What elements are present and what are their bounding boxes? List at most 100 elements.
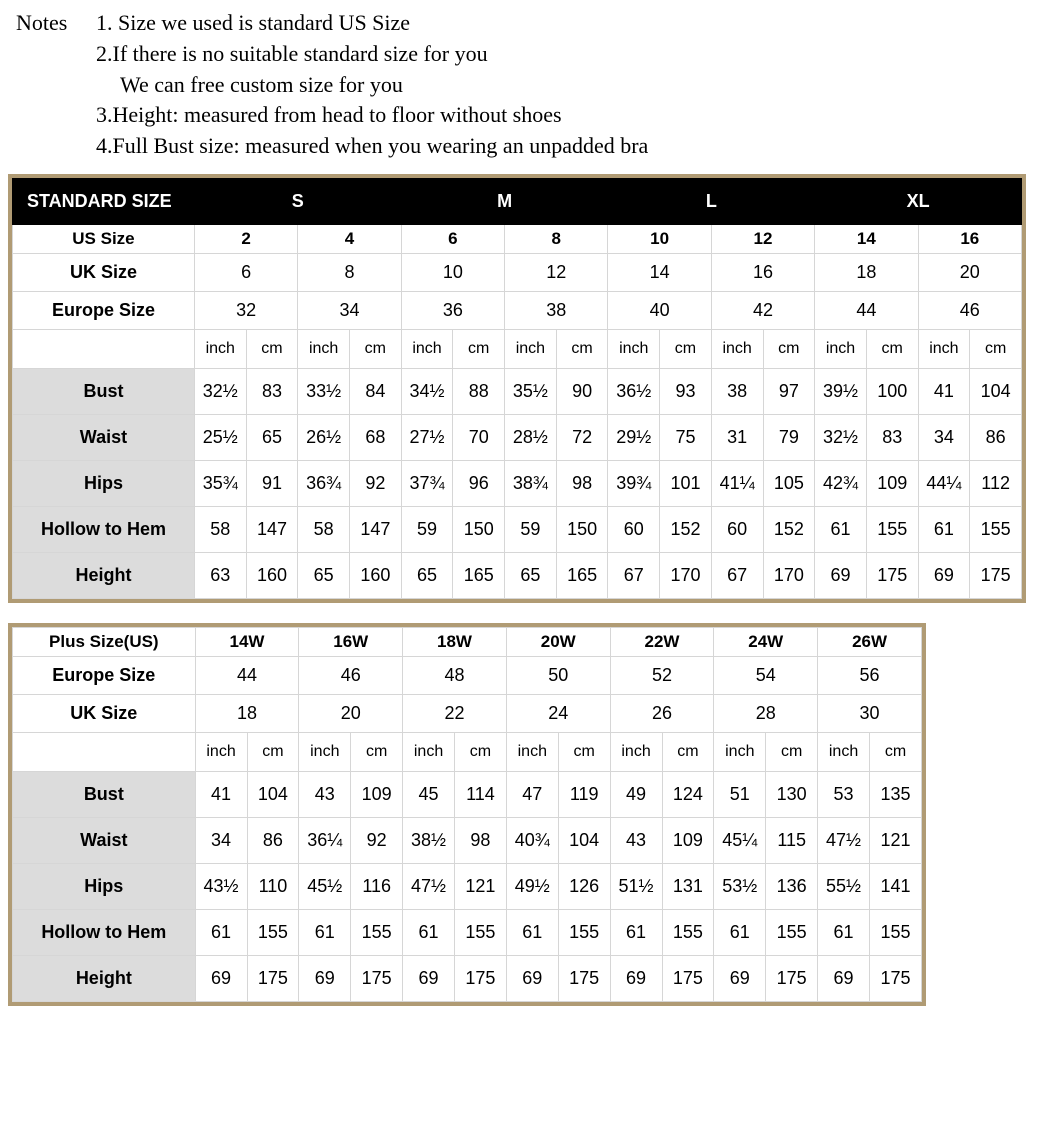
measurement-value: 100 (866, 368, 918, 414)
measurement-row: Hollow to Hem611556115561155611556115561… (13, 909, 922, 955)
uk-size-cell: 18 (815, 253, 918, 291)
measurement-value: 35½ (505, 368, 557, 414)
us-size-cell: 4 (298, 224, 401, 253)
measurement-value: 37¾ (401, 460, 453, 506)
measurement-label: Hollow to Hem (13, 506, 195, 552)
measurement-value: 45¼ (714, 817, 766, 863)
measurement-value: 43 (299, 771, 351, 817)
measurement-value: 33½ (298, 368, 350, 414)
measurement-row: Waist348636¼9238½9840¾1044310945¼11547½1… (13, 817, 922, 863)
measurement-value: 27½ (401, 414, 453, 460)
unit-cm: cm (662, 732, 714, 771)
size-group-s: S (194, 178, 401, 224)
notes-text-4: 4.Full Bust size: measured when you wear… (96, 131, 1036, 162)
measurement-value: 39½ (815, 368, 867, 414)
measurement-value: 47½ (403, 863, 455, 909)
measurement-value: 38¾ (505, 460, 557, 506)
size-group-m: M (401, 178, 608, 224)
measurement-value: 39¾ (608, 460, 660, 506)
plus-uk-cell: 30 (818, 694, 922, 732)
unit-inch: inch (194, 329, 246, 368)
measurement-value: 34 (195, 817, 247, 863)
measurement-value: 98 (455, 817, 507, 863)
unit-inch: inch (195, 732, 247, 771)
measurement-value: 104 (558, 817, 610, 863)
measurement-label: Height (13, 955, 196, 1001)
measurement-value: 135 (870, 771, 922, 817)
measurement-value: 152 (763, 506, 815, 552)
uk-size-cell: 20 (918, 253, 1021, 291)
measurement-value: 41 (195, 771, 247, 817)
measurement-value: 165 (453, 552, 505, 598)
measurement-value: 93 (660, 368, 712, 414)
plus-us-cell: 24W (714, 627, 818, 656)
notes-text-3: 3.Height: measured from head to floor wi… (96, 100, 1036, 131)
measurement-value: 69 (403, 955, 455, 1001)
notes-line-1: Notes 1. Size we used is standard US Siz… (16, 8, 1036, 39)
measurement-value: 84 (350, 368, 402, 414)
unit-cm: cm (351, 732, 403, 771)
measurement-value: 69 (506, 955, 558, 1001)
plus-uk-cell: 18 (195, 694, 299, 732)
measurement-value: 86 (247, 817, 299, 863)
eu-size-cell: 42 (711, 291, 814, 329)
measurement-value: 175 (351, 955, 403, 1001)
measurement-value: 175 (662, 955, 714, 1001)
notes-label: Notes (16, 8, 96, 39)
measurement-value: 65 (298, 552, 350, 598)
measurement-value: 175 (766, 955, 818, 1001)
measurement-value: 45 (403, 771, 455, 817)
measurement-value: 25½ (194, 414, 246, 460)
plus-us-cell: 18W (403, 627, 507, 656)
measurement-value: 155 (870, 909, 922, 955)
eu-size-cell: 40 (608, 291, 711, 329)
measurement-value: 60 (608, 506, 660, 552)
measurement-value: 124 (662, 771, 714, 817)
measurement-value: 121 (870, 817, 922, 863)
measurement-value: 175 (970, 552, 1022, 598)
eu-size-cell: 44 (815, 291, 918, 329)
measurement-value: 165 (556, 552, 608, 598)
measurement-value: 34 (918, 414, 970, 460)
measurement-value: 43 (610, 817, 662, 863)
standard-header-row: STANDARD SIZE S M L XL (13, 178, 1022, 224)
size-group-xl: XL (815, 178, 1022, 224)
measurement-value: 86 (970, 414, 1022, 460)
plus-eu-cell: 50 (506, 656, 610, 694)
us-size-cell: 6 (401, 224, 504, 253)
plus-eu-cell: 56 (818, 656, 922, 694)
measurement-value: 36½ (608, 368, 660, 414)
measurement-value: 147 (350, 506, 402, 552)
measurement-value: 175 (870, 955, 922, 1001)
measurement-value: 92 (350, 460, 402, 506)
unit-inch: inch (401, 329, 453, 368)
notes-line-3: 3.Height: measured from head to floor wi… (16, 100, 1036, 131)
unit-cm: cm (766, 732, 818, 771)
measurement-value: 53 (818, 771, 870, 817)
measurement-value: 41¼ (711, 460, 763, 506)
measurement-value: 40¾ (506, 817, 558, 863)
unit-row: inchcm inchcm inchcm inchcm inchcm inchc… (13, 329, 1022, 368)
measurement-value: 69 (299, 955, 351, 1001)
measurement-value: 155 (247, 909, 299, 955)
measurement-value: 58 (194, 506, 246, 552)
plus-us-label: Plus Size(US) (13, 627, 196, 656)
measurement-value: 61 (195, 909, 247, 955)
us-size-row: US Size 2 4 6 8 10 12 14 16 (13, 224, 1022, 253)
plus-size-table-frame: Plus Size(US) 14W 16W 18W 20W 22W 24W 26… (8, 623, 926, 1006)
standard-header-label: STANDARD SIZE (13, 178, 195, 224)
unit-cm: cm (660, 329, 712, 368)
measurement-value: 155 (351, 909, 403, 955)
measurement-value: 92 (351, 817, 403, 863)
measurement-value: 55½ (818, 863, 870, 909)
measurement-label: Hips (13, 863, 196, 909)
measurement-value: 96 (453, 460, 505, 506)
notes-block: Notes 1. Size we used is standard US Siz… (8, 8, 1036, 162)
measurement-value: 175 (558, 955, 610, 1001)
measurement-value: 67 (608, 552, 660, 598)
us-size-cell: 16 (918, 224, 1021, 253)
eu-size-row: Europe Size 32 34 36 38 40 42 44 46 (13, 291, 1022, 329)
measurement-label: Height (13, 552, 195, 598)
measurement-value: 53½ (714, 863, 766, 909)
measurement-value: 38½ (403, 817, 455, 863)
